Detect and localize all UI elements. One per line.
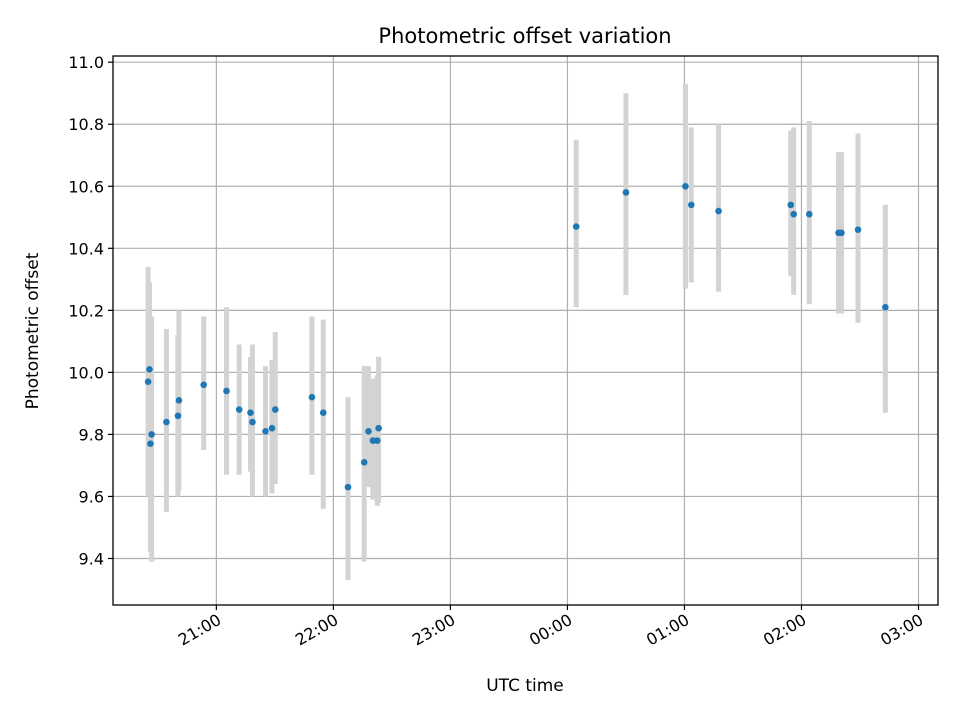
y-tick-label: 9.8 xyxy=(79,425,104,444)
x-axis-label: UTC time xyxy=(486,676,564,696)
data-point xyxy=(235,406,243,413)
data-point xyxy=(572,223,580,230)
x-tick-label: 00:00 xyxy=(526,610,575,650)
data-point xyxy=(682,182,689,190)
data-point xyxy=(200,381,207,389)
y-axis-label: Photometric offset xyxy=(23,252,43,409)
data-points xyxy=(144,182,889,491)
grid-lines xyxy=(113,56,938,605)
data-point xyxy=(715,207,722,215)
data-point xyxy=(174,412,182,420)
y-tick-label: 9.6 xyxy=(79,487,104,506)
chart-title: Photometric offset variation xyxy=(378,24,671,48)
plot-frame xyxy=(112,55,939,606)
data-point xyxy=(144,378,152,385)
y-tick-label: 10.0 xyxy=(68,363,104,382)
data-point xyxy=(308,393,316,401)
data-point xyxy=(790,210,797,218)
data-point xyxy=(787,201,795,209)
data-point xyxy=(805,210,813,218)
data-point xyxy=(262,428,269,435)
axis-ticks: 9.4 9.6 9.8 10.0 10.2 10.4 10.6 10.8 11.0 21:00 22… xyxy=(68,53,926,649)
data-point xyxy=(271,406,279,413)
data-point xyxy=(373,437,381,444)
data-point xyxy=(223,387,230,395)
data-point xyxy=(838,229,845,237)
y-tick-label: 10.4 xyxy=(68,239,104,258)
data-point xyxy=(375,424,382,432)
x-tick-label: 22:00 xyxy=(292,610,341,650)
data-point xyxy=(687,201,695,209)
data-point xyxy=(854,226,862,233)
data-point xyxy=(622,189,630,196)
x-tick-label: 23:00 xyxy=(409,610,458,650)
y-tick-label: 11.0 xyxy=(68,53,104,72)
data-point xyxy=(365,428,372,435)
x-tick-label: 01:00 xyxy=(643,610,692,650)
data-point xyxy=(268,424,276,432)
data-point xyxy=(249,418,256,426)
y-tick-label: 10.6 xyxy=(68,177,104,196)
x-tick-label: 21:00 xyxy=(175,610,224,650)
x-tick-label: 03:00 xyxy=(877,610,926,650)
x-tick-label: 02:00 xyxy=(760,610,809,650)
data-point xyxy=(360,459,368,466)
error-bars xyxy=(145,83,888,581)
data-point xyxy=(146,365,153,373)
data-point xyxy=(882,303,889,311)
data-point xyxy=(163,418,170,426)
data-point xyxy=(344,483,352,491)
data-point xyxy=(319,409,327,416)
data-point xyxy=(247,409,254,416)
y-tick-label: 10.2 xyxy=(68,301,104,320)
y-tick-label: 9.4 xyxy=(79,549,104,568)
data-point xyxy=(147,440,154,448)
data-point xyxy=(175,396,183,404)
data-point xyxy=(148,431,155,438)
y-tick-label: 10.8 xyxy=(68,115,104,134)
